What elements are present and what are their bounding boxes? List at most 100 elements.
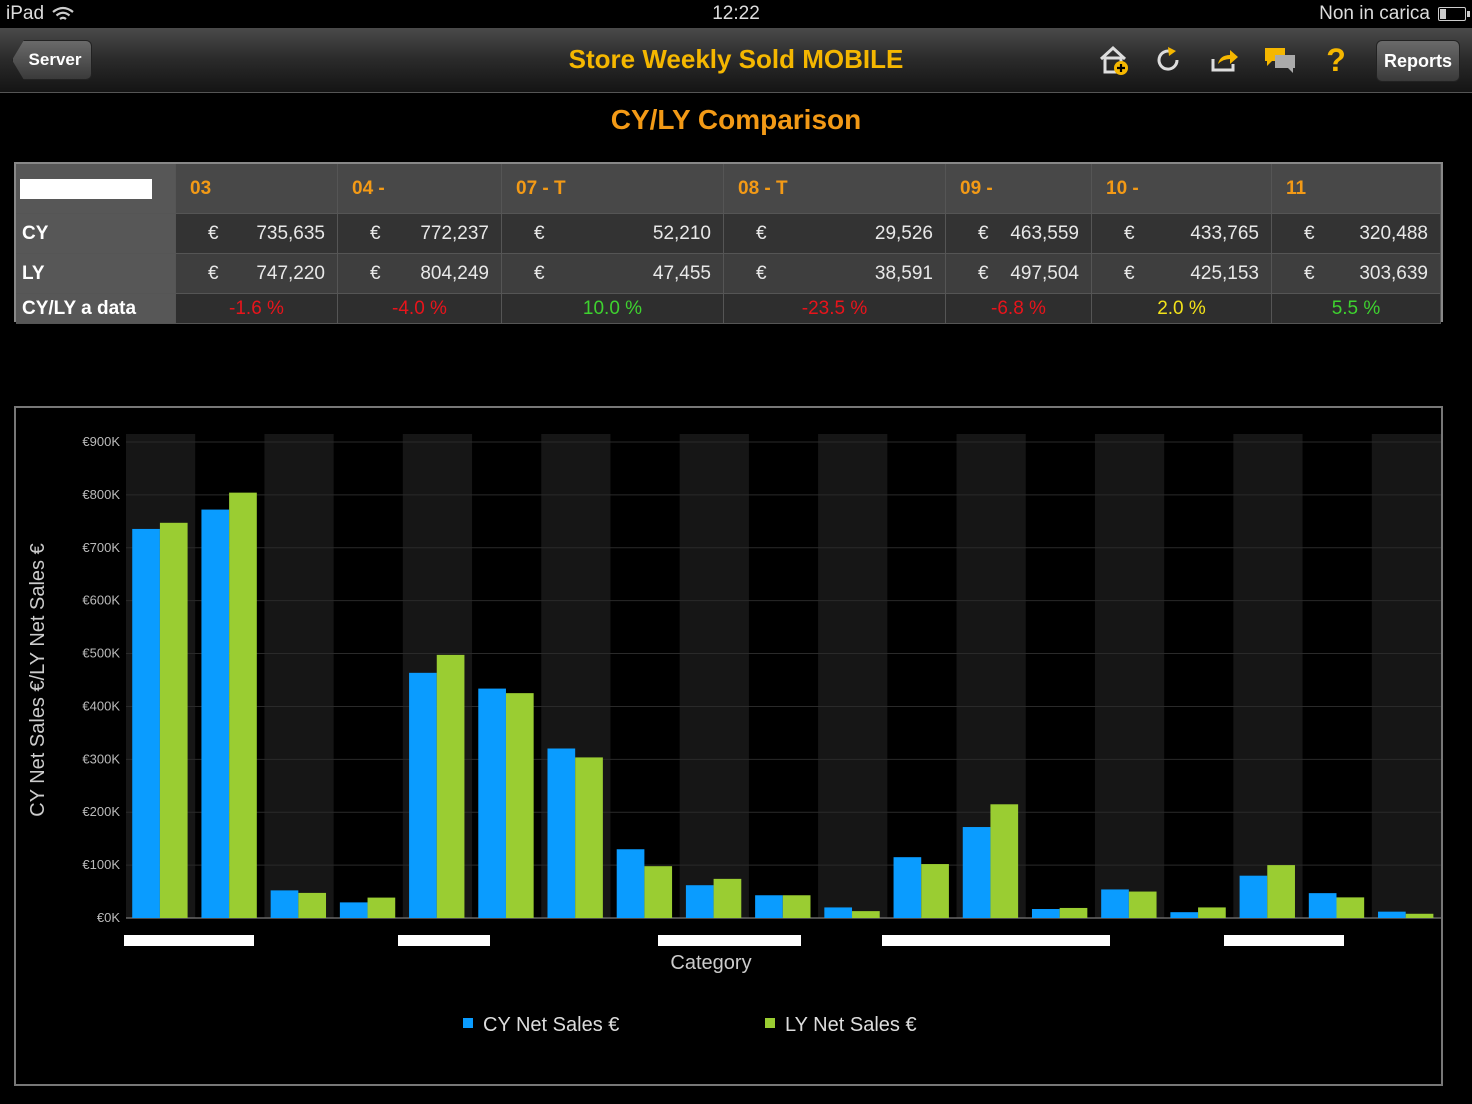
column-header[interactable]: 09 - bbox=[946, 164, 1092, 214]
cy-bar bbox=[824, 907, 853, 918]
refresh-icon[interactable] bbox=[1150, 42, 1186, 78]
y-axis-title: CY Net Sales €/LY Net Sales € bbox=[27, 543, 49, 817]
nav-bar: Server Store Weekly Sold MOBILE ? Report… bbox=[0, 28, 1472, 93]
ly-value: 425,153 bbox=[1190, 262, 1259, 284]
cy-value: 29,526 bbox=[874, 222, 933, 244]
bar-chart-panel: €0K €100K €200K €300K €400K €500K €600K €700K €8… bbox=[14, 406, 1443, 1086]
column-header[interactable]: 10 - bbox=[1092, 164, 1272, 214]
pct-cell: -1.6 % bbox=[176, 294, 338, 324]
cy-bar bbox=[962, 827, 991, 918]
ly-bar bbox=[505, 693, 534, 918]
cy-bar bbox=[1031, 909, 1060, 918]
column-header[interactable]: 11 bbox=[1272, 164, 1441, 214]
help-icon[interactable]: ? bbox=[1326, 41, 1346, 78]
cy-bar bbox=[339, 902, 368, 918]
ly-value: 47,455 bbox=[652, 262, 711, 284]
row-label-ly: LY bbox=[16, 254, 176, 294]
cy-bar bbox=[409, 672, 437, 918]
x-axis-title: Category bbox=[670, 952, 751, 974]
ly-bar bbox=[367, 897, 396, 918]
ly-bar bbox=[1128, 891, 1157, 918]
column-header[interactable]: 03 bbox=[176, 164, 338, 214]
ly-bar bbox=[229, 492, 257, 918]
row-label-cy: CY bbox=[16, 214, 176, 254]
currency-symbol: € bbox=[208, 222, 219, 244]
category-label-redacted bbox=[882, 935, 1110, 946]
pct-cell: 10.0 % bbox=[502, 294, 724, 324]
reports-button[interactable]: Reports bbox=[1376, 40, 1460, 82]
cy-bar bbox=[755, 895, 783, 918]
cy-cell: €320,488 bbox=[1272, 214, 1441, 254]
category-label-redacted bbox=[1224, 935, 1344, 946]
cy-bar bbox=[478, 688, 506, 918]
ly-value: 804,249 bbox=[420, 262, 489, 284]
cy-bar bbox=[1101, 889, 1129, 918]
table-corner bbox=[16, 164, 176, 214]
device-label: iPad bbox=[6, 3, 45, 24]
section-title: CY/LY Comparison bbox=[610, 104, 862, 135]
ly-cell: €804,249 bbox=[338, 254, 502, 294]
status-right: Non in carica bbox=[1319, 3, 1470, 25]
pct-cell: 5.5 % bbox=[1272, 294, 1441, 324]
chart-band bbox=[264, 434, 334, 918]
cy-cell: €772,237 bbox=[338, 214, 502, 254]
y-tick-label: €500K bbox=[82, 646, 120, 661]
share-icon[interactable] bbox=[1206, 42, 1242, 78]
cy-bar bbox=[616, 849, 645, 918]
ly-cell: €38,591 bbox=[724, 254, 946, 294]
ly-bar bbox=[159, 522, 188, 918]
currency-symbol: € bbox=[370, 222, 381, 244]
category-label-redacted bbox=[398, 935, 490, 946]
pct-cell: -6.8 % bbox=[946, 294, 1092, 324]
cy-value: 433,765 bbox=[1190, 222, 1259, 244]
ly-bar bbox=[921, 864, 949, 918]
ly-value: 497,504 bbox=[1010, 262, 1079, 284]
cy-value: 320,488 bbox=[1359, 222, 1428, 244]
chart-band bbox=[1371, 434, 1441, 918]
ly-cell: €47,455 bbox=[502, 254, 724, 294]
cy-cell: €52,210 bbox=[502, 214, 724, 254]
ly-bar bbox=[852, 911, 880, 918]
chart-band bbox=[1233, 434, 1303, 918]
ly-value: 303,639 bbox=[1359, 262, 1428, 284]
ly-bar bbox=[782, 895, 811, 918]
y-tick-label: €600K bbox=[82, 593, 120, 608]
pct-cell: 2.0 % bbox=[1092, 294, 1272, 324]
column-header[interactable]: 04 - bbox=[338, 164, 502, 214]
currency-symbol: € bbox=[756, 222, 767, 244]
column-header[interactable]: 07 - T bbox=[502, 164, 724, 214]
ly-cell: €747,220 bbox=[176, 254, 338, 294]
ly-bar bbox=[1405, 913, 1434, 918]
cy-value: 463,559 bbox=[1010, 222, 1079, 244]
clock: 12:22 bbox=[712, 3, 760, 24]
ly-bar bbox=[644, 866, 673, 918]
cy-cell: €29,526 bbox=[724, 214, 946, 254]
chart-band bbox=[1094, 434, 1165, 918]
ly-bar bbox=[1059, 907, 1088, 918]
currency-symbol: € bbox=[370, 262, 381, 284]
y-tick-label: €0K bbox=[97, 910, 120, 925]
y-tick-label: €800K bbox=[82, 487, 120, 502]
cy-bar bbox=[1378, 911, 1406, 918]
legend-swatch bbox=[765, 1018, 775, 1028]
cy-bar bbox=[685, 885, 714, 918]
category-label-redacted bbox=[658, 935, 801, 946]
currency-symbol: € bbox=[1124, 262, 1135, 284]
server-back-button[interactable]: Server bbox=[12, 40, 92, 80]
home-add-icon[interactable] bbox=[1096, 42, 1132, 78]
cy-bar bbox=[1239, 875, 1268, 918]
column-header[interactable]: 08 - T bbox=[724, 164, 946, 214]
comments-icon[interactable] bbox=[1262, 42, 1298, 78]
comparison-table: 03 04 - 07 - T 08 - T 09 - 10 - 11 CY €7… bbox=[14, 162, 1443, 324]
ly-bar bbox=[436, 654, 465, 918]
currency-symbol: € bbox=[1304, 222, 1315, 244]
ly-bar bbox=[1336, 897, 1365, 918]
currency-symbol: € bbox=[756, 262, 767, 284]
legend-label: LY Net Sales € bbox=[785, 1014, 917, 1036]
cy-cell: €735,635 bbox=[176, 214, 338, 254]
cy-bar bbox=[893, 857, 922, 918]
status-left: iPad bbox=[6, 3, 74, 25]
ly-bar bbox=[713, 878, 742, 918]
ly-bar bbox=[1267, 865, 1295, 918]
row-label-pct: CY/LY a data bbox=[16, 294, 176, 324]
